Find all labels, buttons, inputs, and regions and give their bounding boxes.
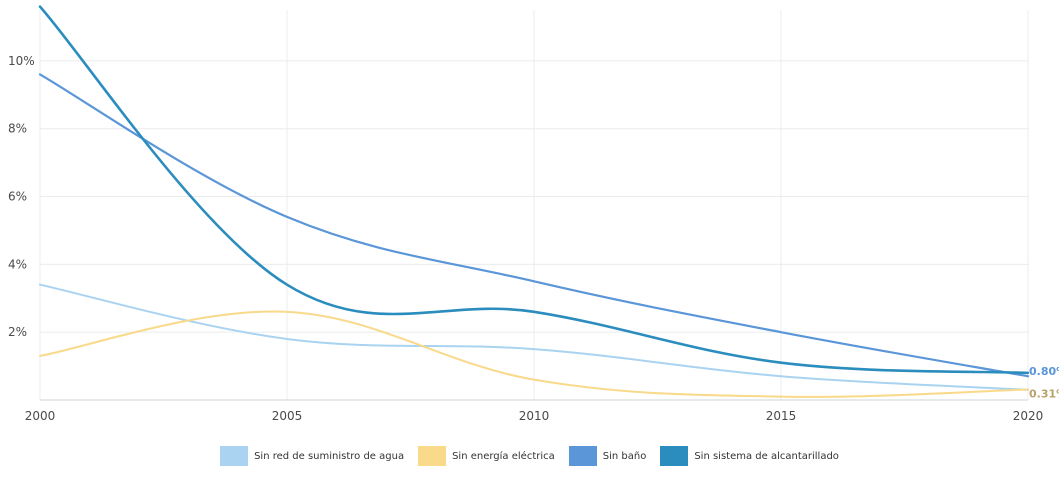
- end-value-label: 0.31%: [1029, 387, 1059, 400]
- legend-swatch: [568, 446, 597, 466]
- series-line: [39, 283, 1029, 391]
- legend-label: Sin baño: [602, 450, 647, 462]
- legend-label: Sin energía eléctrica: [452, 450, 555, 462]
- end-value-label: 0.80%: [1029, 365, 1059, 378]
- series-layer: [38, 5, 1030, 398]
- y-axis: 2% 4% 6% 8% 10%: [8, 54, 35, 339]
- legend-item[interactable]: Sin baño: [568, 446, 647, 466]
- legend-item[interactable]: Sin energía eléctrica: [418, 446, 555, 466]
- legend-item[interactable]: Sin sistema de alcantarillado: [660, 446, 839, 466]
- x-tick-label: 2010: [519, 409, 550, 423]
- x-tick-label: 2005: [272, 409, 303, 423]
- legend-item[interactable]: Sin red de suministro de agua: [220, 446, 404, 466]
- legend: Sin red de suministro de agua Sin energía…: [0, 444, 1059, 468]
- legend-swatch: [660, 446, 689, 466]
- end-labels: 0.80% 0.31%: [1029, 365, 1059, 401]
- y-tick-label: 8%: [8, 122, 27, 136]
- x-axis: 2000 2005 2010 2015 2020: [25, 399, 1044, 423]
- x-tick-label: 2020: [1013, 409, 1044, 423]
- legend-swatch: [220, 446, 249, 466]
- legend-swatch: [418, 446, 447, 466]
- y-tick-label: 4%: [8, 257, 27, 271]
- series-line: [39, 310, 1029, 398]
- series-line: [38, 73, 1030, 378]
- y-tick-label: 6%: [8, 190, 27, 204]
- y-tick-label: 2%: [8, 325, 27, 339]
- y-tick-label: 10%: [8, 54, 35, 68]
- x-tick-label: 2015: [766, 409, 797, 423]
- series-line: [38, 5, 1030, 375]
- legend-label: Sin sistema de alcantarillado: [694, 450, 839, 462]
- x-tick-label: 2000: [25, 409, 56, 423]
- legend-label: Sin red de suministro de agua: [254, 450, 405, 462]
- grid-layer: [39, 10, 1029, 400]
